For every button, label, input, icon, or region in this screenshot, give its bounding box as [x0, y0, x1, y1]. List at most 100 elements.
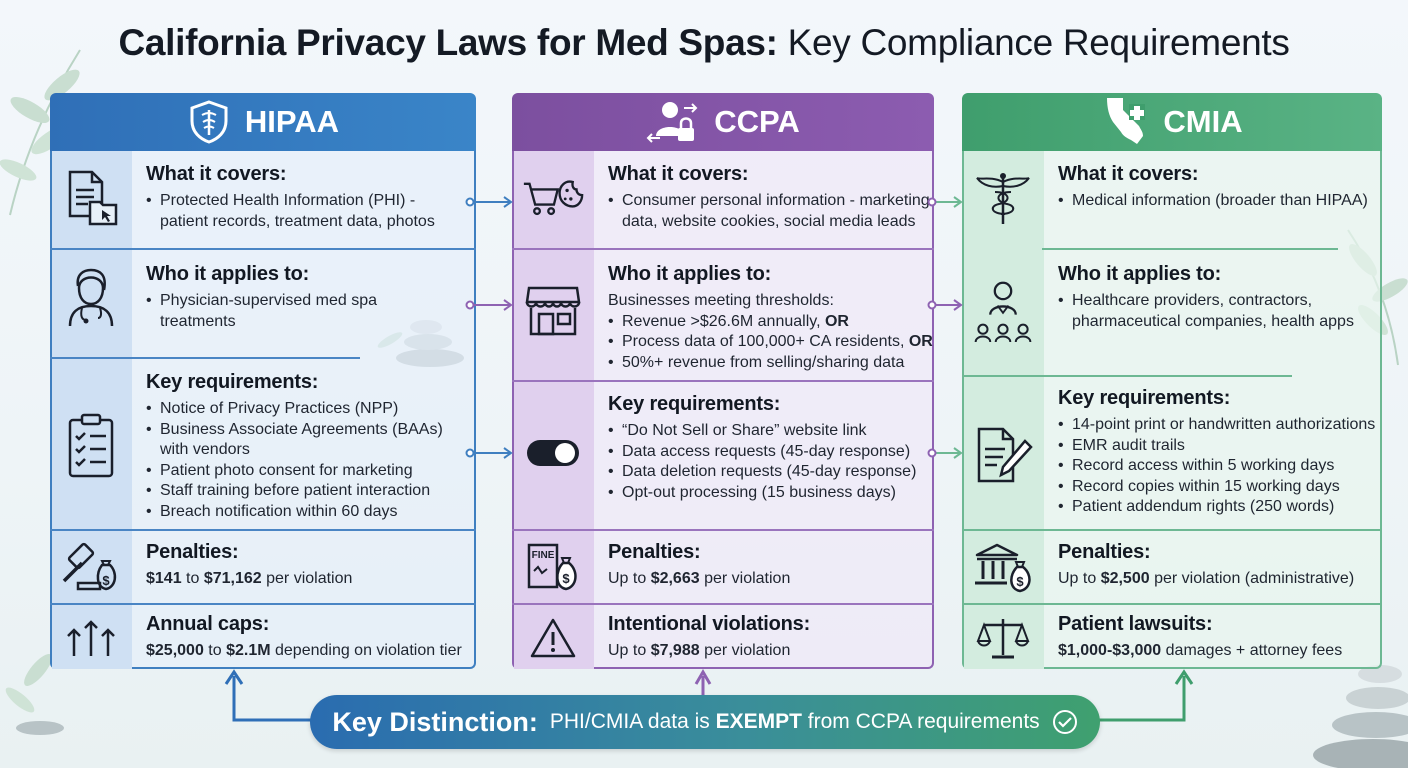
hipaa-covers-section: What it covers: Protected Health Informa… — [50, 151, 476, 243]
line-plain: $25,000 to $2.1M depending on violation … — [146, 642, 462, 659]
line-bullet: 14-point print or handwritten authorizat… — [1058, 415, 1375, 436]
section-title: Penalties: — [608, 541, 701, 563]
cmia-penalties-section: $ Penalties: Up to $2,500 per violation … — [962, 533, 1382, 601]
line-bullet: Protected Health Information (PHI) - — [146, 191, 468, 212]
caduceus-icon — [976, 173, 1030, 224]
section-title: Key requirements: — [146, 371, 319, 393]
line-cont: with vendors — [160, 441, 250, 458]
line-bullet: Healthcare providers, contractors, — [1058, 291, 1374, 312]
line-bullet: Data access requests (45-day response) — [608, 442, 926, 463]
cmia-header: CMIA — [962, 93, 1382, 151]
line-bullet: Patient photo consent for marketing — [146, 461, 468, 482]
cmia-lawsuits-section: Patient lawsuits: $1,000-$3,000 damages … — [962, 607, 1382, 667]
document-folder-icon — [68, 170, 118, 226]
line-bullet: EMR audit trails — [1058, 436, 1374, 457]
leaf-decoration-bottom-left — [5, 654, 64, 735]
ccpa-penalties-section: FINE $ Penalties: Up to $2,663 per viola… — [512, 533, 934, 601]
section-title: Patient lawsuits: — [1058, 613, 1213, 635]
ccpa-intentional-section: Intentional violations: Up to $7,988 per… — [512, 607, 934, 667]
section-title: Key requirements: — [1058, 387, 1231, 409]
banner-text: PHI/CMIA data is EXEMPT from CCPA requir… — [549, 710, 1040, 733]
cart-cookie-icon — [523, 180, 584, 216]
svg-text:$: $ — [1016, 574, 1024, 589]
svg-text:$: $ — [562, 571, 570, 586]
line-bullet: Business Associate Agreements (BAAs) — [146, 420, 468, 441]
hipaa-title: HIPAA — [244, 104, 340, 139]
line-bullet: Data deletion requests (45-day response) — [608, 462, 926, 483]
arrows-up-icon — [67, 620, 115, 656]
section-title: Who it applies to: — [146, 263, 310, 285]
line-bullet: Process data of 100,000+ CA residents, O… — [608, 332, 933, 353]
hipaa-caps-section: Annual caps: $25,000 to $2.1M depending … — [50, 607, 476, 667]
line-bullet: Patient addendum rights (250 words) — [1058, 497, 1374, 518]
cmia-applies-section: Who it applies to: Healthcare providers,… — [962, 251, 1382, 373]
section-title: What it covers: — [1058, 163, 1199, 185]
document-pen-icon — [977, 427, 1033, 483]
ccpa-title: CCPA — [714, 104, 800, 139]
ccpa-covers-section: What it covers: Consumer personal inform… — [512, 151, 934, 243]
hipaa-header: HIPAA — [50, 93, 476, 151]
line-bullet: Breach notification within 60 days — [146, 502, 468, 523]
ccpa-column: CCPA What it covers: Consumer personal i… — [512, 93, 934, 669]
line-cont: patient records, treatment data, photos — [160, 212, 435, 230]
line-bullet: Physician-supervised med spa — [146, 291, 468, 312]
checklist-icon — [68, 413, 114, 478]
ccpa-applies-section: Who it applies to: Businesses meeting th… — [512, 251, 934, 379]
line-bullet: Notice of Privacy Practices (NPP) — [146, 399, 468, 420]
scales-icon — [976, 619, 1030, 659]
banner-lead: Key Distinction: — [332, 706, 538, 737]
section-title: Who it applies to: — [1058, 263, 1222, 285]
doctor-icon — [68, 268, 114, 327]
check-circle-icon — [1052, 710, 1077, 734]
cmia-requirements-section: Key requirements: 14-point print or hand… — [962, 379, 1382, 527]
storefront-icon — [525, 286, 581, 336]
line-cont: treatments — [160, 312, 236, 330]
california-cross-icon — [1107, 98, 1146, 144]
gavel-money-icon: $ — [62, 542, 117, 591]
line-bullet: Revenue >$26.6M annually, OR — [608, 312, 926, 333]
line-bullet: 50%+ revenue from selling/sharing data — [608, 353, 926, 374]
line-plain: $141 to $71,162 per violation — [146, 570, 353, 587]
section-title: Penalties: — [146, 541, 239, 563]
person-lock-arrows-icon — [646, 102, 698, 143]
line-bullet: Opt-out processing (15 business days) — [608, 483, 926, 504]
section-title: Intentional violations: — [608, 613, 811, 635]
line-cont: data, website cookies, social media lead… — [622, 212, 916, 230]
hipaa-column: HIPAA What it covers: Protected Health I… — [50, 93, 476, 669]
section-title: What it covers: — [146, 163, 287, 185]
shield-caduceus-icon — [190, 100, 228, 144]
key-distinction-banner: Key Distinction: PHI/CMIA data is EXEMPT… — [310, 695, 1100, 749]
section-title: Key requirements: — [608, 393, 781, 415]
line-bullet: Staff training before patient interactio… — [146, 481, 468, 502]
page-title: California Privacy Laws for Med Spas: Ke… — [118, 22, 1290, 63]
hipaa-covers-lines: Protected Health Information (PHI) -pati… — [146, 191, 468, 232]
line-plain: Businesses meeting thresholds: — [608, 292, 834, 309]
stones-decoration-right — [1313, 665, 1408, 768]
svg-text:$: $ — [102, 573, 110, 588]
line-bullet: Record copies within 15 working days — [1058, 477, 1374, 498]
line-plain: Up to $2,500 per violation (administrati… — [1058, 570, 1355, 587]
hipaa-requirements-section: Key requirements: Notice of Privacy Prac… — [50, 361, 476, 527]
ccpa-requirements-section: Key requirements: “Do Not Sell or Share”… — [512, 383, 934, 525]
bank-money-icon: $ — [975, 543, 1031, 593]
cmia-title: CMIA — [1163, 104, 1243, 139]
toggle-icon — [527, 440, 579, 466]
section-title: What it covers: — [608, 163, 749, 185]
line-bullet: Record access within 5 working days — [1058, 456, 1374, 477]
section-title: Penalties: — [1058, 541, 1151, 563]
section-title: Annual caps: — [146, 613, 270, 635]
line-bullet: Medical information (broader than HIPAA) — [1058, 191, 1374, 212]
svg-text:FINE: FINE — [532, 550, 555, 561]
line-cont: pharmaceutical companies, health apps — [1072, 312, 1354, 330]
hipaa-applies-section: Who it applies to: Physician-supervised … — [50, 251, 476, 355]
hipaa-penalties-section: $ Penalties: $141 to $71,162 per violati… — [50, 533, 476, 601]
provider-network-icon — [974, 281, 1032, 343]
line-plain: Up to $2,663 per violation — [608, 570, 791, 587]
warning-icon — [530, 618, 576, 658]
fine-document-icon: FINE $ — [527, 543, 577, 591]
line-bullet: “Do Not Sell or Share” website link — [608, 421, 926, 442]
line-plain: $1,000-$3,000 damages + attorney fees — [1058, 642, 1343, 659]
cmia-covers-section: What it covers: Medical information (bro… — [962, 151, 1382, 243]
ccpa-header: CCPA — [512, 93, 934, 151]
